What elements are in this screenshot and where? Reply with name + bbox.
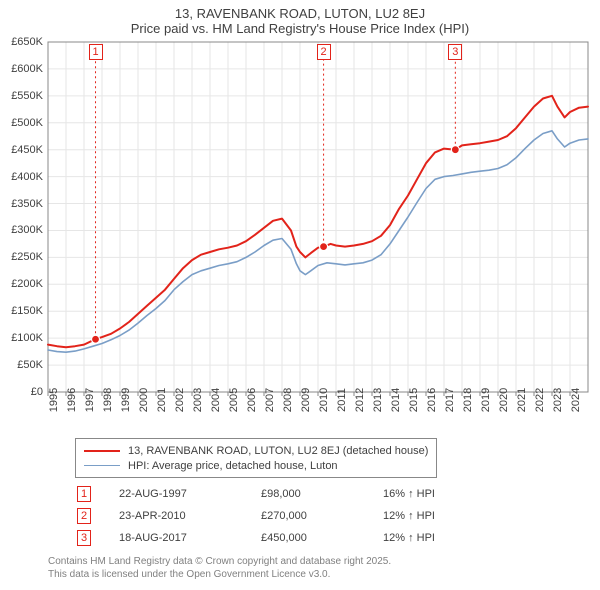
x-tick-label: 2018 xyxy=(462,388,474,412)
x-tick-label: 2016 xyxy=(426,388,438,412)
legend-item: HPI: Average price, detached house, Luto… xyxy=(84,458,428,473)
x-tick-label: 2014 xyxy=(390,388,402,412)
x-tick-label: 1997 xyxy=(84,388,96,412)
x-tick-label: 2012 xyxy=(354,388,366,412)
event-pct: 16% ↑ HPI xyxy=(383,484,435,504)
event-row-marker: 3 xyxy=(77,530,91,546)
footer-line1: Contains HM Land Registry data © Crown c… xyxy=(48,556,391,569)
y-tick-label: £350K xyxy=(11,198,43,210)
x-tick-label: 1999 xyxy=(120,388,132,412)
events-table: 1 22-AUG-1997£98,00016% ↑ HPI 2 23-APR-2010… xyxy=(75,482,437,550)
y-tick-label: £550K xyxy=(11,90,43,102)
x-tick-label: 2022 xyxy=(534,388,546,412)
legend-item: 13, RAVENBANK ROAD, LUTON, LU2 8EJ (deta… xyxy=(84,443,428,458)
legend-label: HPI: Average price, detached house, Luto… xyxy=(128,460,338,472)
y-tick-label: £100K xyxy=(11,332,43,344)
y-tick-label: £250K xyxy=(11,251,43,263)
event-row: 2 23-APR-2010£270,00012% ↑ HPI xyxy=(77,506,435,526)
event-price: £450,000 xyxy=(261,528,381,548)
x-tick-label: 2002 xyxy=(174,388,186,412)
title-address: 13, RAVENBANK ROAD, LUTON, LU2 8EJ xyxy=(0,0,600,21)
y-tick-label: £400K xyxy=(11,171,43,183)
x-tick-label: 2000 xyxy=(138,388,150,412)
y-tick-label: £0 xyxy=(31,386,43,398)
x-tick-label: 2006 xyxy=(246,388,258,412)
x-tick-label: 2019 xyxy=(480,388,492,412)
y-tick-label: £450K xyxy=(11,144,43,156)
legend-swatch xyxy=(84,465,120,467)
event-price: £270,000 xyxy=(261,506,381,526)
x-tick-label: 1996 xyxy=(66,388,78,412)
legend-swatch xyxy=(84,450,120,452)
x-tick-label: 2004 xyxy=(210,388,222,412)
y-tick-label: £50K xyxy=(17,359,43,371)
x-tick-label: 2008 xyxy=(282,388,294,412)
x-tick-label: 2013 xyxy=(372,388,384,412)
x-tick-label: 2001 xyxy=(156,388,168,412)
event-dot xyxy=(320,243,328,251)
x-tick-label: 2011 xyxy=(336,388,348,412)
x-tick-label: 2015 xyxy=(408,388,420,412)
event-marker: 3 xyxy=(448,44,462,60)
event-marker: 1 xyxy=(89,44,103,60)
event-price: £98,000 xyxy=(261,484,381,504)
footer-line2: This data is licensed under the Open Gov… xyxy=(48,569,391,582)
event-row: 3 18-AUG-2017£450,00012% ↑ HPI xyxy=(77,528,435,548)
event-date: 18-AUG-2017 xyxy=(119,528,259,548)
event-date: 22-AUG-1997 xyxy=(119,484,259,504)
x-tick-label: 2010 xyxy=(318,388,330,412)
y-tick-label: £650K xyxy=(11,36,43,48)
x-tick-label: 1995 xyxy=(48,388,60,412)
x-tick-label: 2005 xyxy=(228,388,240,412)
legend-label: 13, RAVENBANK ROAD, LUTON, LU2 8EJ (deta… xyxy=(128,445,428,457)
event-dot xyxy=(92,335,100,343)
footer: Contains HM Land Registry data © Crown c… xyxy=(48,556,391,581)
event-row-marker: 1 xyxy=(77,486,91,502)
x-tick-label: 2020 xyxy=(498,388,510,412)
event-date: 23-APR-2010 xyxy=(119,506,259,526)
event-marker: 2 xyxy=(317,44,331,60)
event-pct: 12% ↑ HPI xyxy=(383,506,435,526)
chart-svg xyxy=(48,42,588,392)
event-row: 1 22-AUG-1997£98,00016% ↑ HPI xyxy=(77,484,435,504)
y-tick-label: £200K xyxy=(11,278,43,290)
x-tick-label: 1998 xyxy=(102,388,114,412)
y-tick-label: £300K xyxy=(11,224,43,236)
title-subtitle: Price paid vs. HM Land Registry's House … xyxy=(0,21,600,36)
x-tick-label: 2024 xyxy=(570,388,582,412)
event-pct: 12% ↑ HPI xyxy=(383,528,435,548)
y-tick-label: £600K xyxy=(11,63,43,75)
x-tick-label: 2007 xyxy=(264,388,276,412)
plot-area: £0£50K£100K£150K£200K£250K£300K£350K£400… xyxy=(48,42,588,392)
x-tick-label: 2017 xyxy=(444,388,456,412)
x-tick-label: 2009 xyxy=(300,388,312,412)
x-tick-label: 2023 xyxy=(552,388,564,412)
event-row-marker: 2 xyxy=(77,508,91,524)
legend: 13, RAVENBANK ROAD, LUTON, LU2 8EJ (deta… xyxy=(75,438,437,478)
chart-container: 13, RAVENBANK ROAD, LUTON, LU2 8EJ Price… xyxy=(0,0,600,590)
y-tick-label: £500K xyxy=(11,117,43,129)
x-tick-label: 2021 xyxy=(516,388,528,412)
event-dot xyxy=(451,146,459,154)
y-tick-label: £150K xyxy=(11,305,43,317)
x-tick-label: 2003 xyxy=(192,388,204,412)
